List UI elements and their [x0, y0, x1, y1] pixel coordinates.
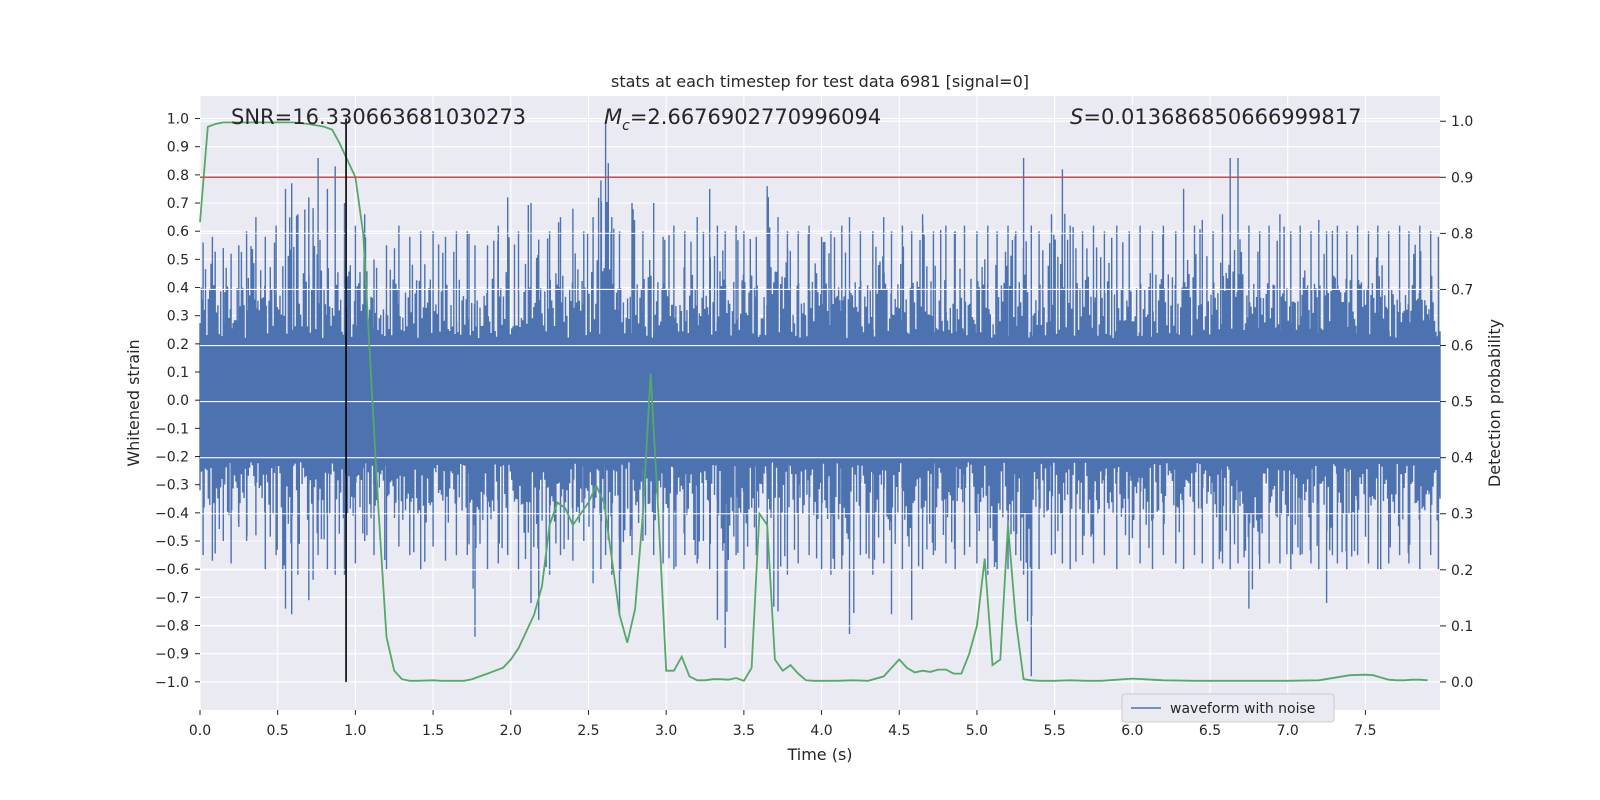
chirp-mass-annotation: Mc=2.6676902770996094 [604, 105, 881, 134]
x-tick-label: 1.5 [422, 723, 444, 739]
s-symbol: S [1070, 105, 1083, 129]
y-right-tick-label: 0.9 [1451, 170, 1473, 186]
y-right-tick-label: 0.5 [1451, 395, 1473, 411]
x-tick-label: 1.0 [344, 723, 366, 739]
y-left-tick-labels: 1.0 0.9 0.8 0.7 0.6 0.5 0.4 0.3 0.2 0.1 0.0 −0.1 −0.… [155, 112, 200, 691]
x-tick-label: 7.0 [1277, 723, 1299, 739]
legend-box [1121, 693, 1335, 723]
y-right-tick-label: 0.0 [1451, 675, 1473, 691]
y-left-tick-label: −1.0 [155, 675, 189, 691]
y-left-tick-label: −0.6 [155, 562, 189, 578]
y-left-tick-label: −0.2 [155, 450, 189, 466]
y-left-tick-label: −0.3 [155, 478, 189, 494]
y-left-tick-label: −0.7 [155, 590, 189, 606]
y-left-tick-label: 0.6 [167, 224, 189, 240]
x-tick-label: 4.5 [888, 723, 910, 739]
y-left-tick-label: 0.7 [167, 196, 189, 212]
s-annotation: S=0.013686850666999817 [1070, 105, 1361, 129]
x-tick-label: 5.5 [1044, 723, 1066, 739]
y-right-tick-label: 0.4 [1451, 451, 1473, 467]
legend: waveform with noise [1121, 693, 1335, 723]
y-right-tick-label: 0.3 [1451, 507, 1473, 523]
s-value: =0.013686850666999817 [1083, 105, 1361, 129]
x-tick-label: 0.5 [267, 723, 289, 739]
y-right-axis-label: Detection probability [1485, 319, 1504, 487]
x-tick-label: 6.0 [1121, 723, 1143, 739]
x-tick-label: 5.0 [966, 723, 988, 739]
y-left-tick-label: 0.4 [167, 281, 189, 297]
chirp-mass-subscript: c [622, 118, 630, 134]
y-left-tick-label: −0.5 [155, 534, 189, 550]
y-left-tick-label: 0.0 [167, 393, 189, 409]
y-right-tick-label: 0.1 [1451, 619, 1473, 635]
y-right-tick-label: 1.0 [1451, 114, 1473, 130]
x-tick-label: 7.5 [1354, 723, 1376, 739]
y-left-tick-label: 0.3 [167, 309, 189, 325]
y-left-tick-label: −0.9 [155, 647, 189, 663]
x-tick-label: 0.0 [189, 723, 211, 739]
x-tick-label: 6.5 [1199, 723, 1221, 739]
y-right-tick-label: 0.8 [1451, 226, 1473, 242]
x-tick-label: 4.0 [810, 723, 832, 739]
chirp-mass-value: =2.6676902770996094 [630, 105, 881, 129]
x-tick-label: 3.5 [733, 723, 755, 739]
y-left-tick-label: 0.8 [167, 168, 189, 184]
probability-series [199, 121, 1428, 682]
waveform-line [199, 124, 1441, 677]
detection-probability-line [199, 121, 1428, 682]
y-right-tick-label: 0.2 [1451, 563, 1473, 579]
y-left-axis-label: Whitened strain [124, 339, 143, 466]
y-right-tick-label: 0.7 [1451, 282, 1473, 298]
x-tick-labels: 0.0 0.5 1.0 1.5 2.0 2.5 3.0 3.5 4.0 4.5 5.0 5.5 6.0 6… [189, 710, 1377, 739]
x-tick-label: 2.5 [577, 723, 599, 739]
chart-title: stats at each timestep for test data 698… [611, 72, 1029, 91]
y-left-tick-label: 0.1 [167, 365, 189, 381]
x-axis-label: Time (s) [786, 745, 852, 764]
y-left-tick-label: 0.5 [167, 252, 189, 268]
reference-lines [200, 118, 1440, 682]
y-right-tick-label: 0.6 [1451, 339, 1473, 355]
chirp-mass-symbol: M [604, 105, 622, 129]
snr-annotation: SNR=16.330663681030273 [231, 105, 526, 129]
legend-label: waveform with noise [1170, 701, 1315, 717]
x-tick-label: 3.0 [655, 723, 677, 739]
y-left-tick-label: −0.4 [155, 506, 189, 522]
y-left-tick-label: 1.0 [167, 112, 189, 128]
y-left-tick-label: −0.1 [155, 421, 189, 437]
waveform-series [199, 124, 1441, 677]
y-left-tick-label: 0.9 [167, 140, 189, 156]
y-right-tick-labels: 1.0 0.9 0.8 0.7 0.6 0.5 0.4 0.3 0.2 0.1 0.0 [1440, 114, 1473, 691]
y-left-tick-label: −0.8 [155, 619, 189, 635]
x-tick-label: 2.0 [500, 723, 522, 739]
y-left-tick-label: 0.2 [167, 337, 189, 353]
